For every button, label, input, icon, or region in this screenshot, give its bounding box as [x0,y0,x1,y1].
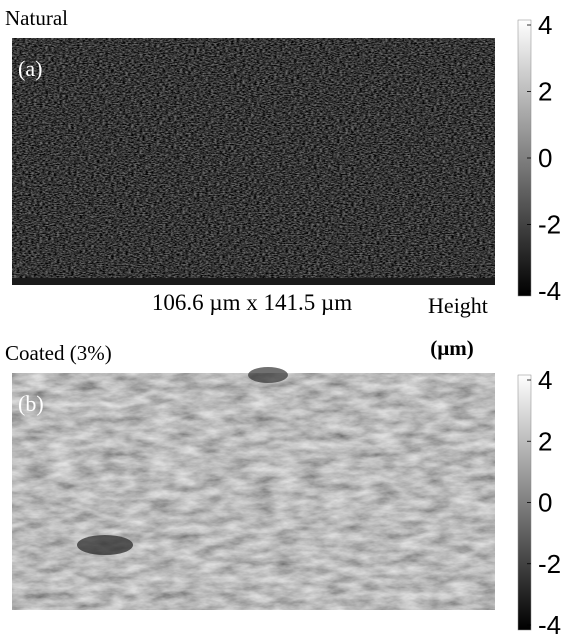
panel-title: Natural [5,6,68,30]
colorbar-tick-label: 2 [538,426,552,456]
colorbar-unit: (µm) [430,336,474,360]
colorbar-tick-label: 2 [538,77,552,107]
surface-texture [12,38,495,278]
colorbar-tick-label: 0 [538,488,552,518]
colorbar-tick-label: -2 [538,549,561,579]
panel-label: (b) [18,391,44,416]
colorbar-title: Height [428,293,488,318]
scale-text: 106.6 µm x 141.5 µm [152,290,352,315]
surface-texture [12,373,495,610]
surface-feature [248,367,288,383]
panel-title: Coated (3%) [5,341,112,365]
colorbar-tick-label: -4 [538,610,561,640]
colorbar-tick-label: 0 [538,143,552,173]
colorbar-tick-label: -2 [538,210,561,240]
surface-edge [12,278,495,285]
figure: Natural (a) Coated (3%) (b) 106.6 µm x 1… [0,0,581,643]
colorbar-tick-label: -4 [538,276,561,306]
colorbar-tick-label: 4 [538,10,552,40]
colorbar-tick-label: 4 [538,365,552,395]
surface-feature [77,535,133,555]
panel-label: (a) [18,56,42,81]
